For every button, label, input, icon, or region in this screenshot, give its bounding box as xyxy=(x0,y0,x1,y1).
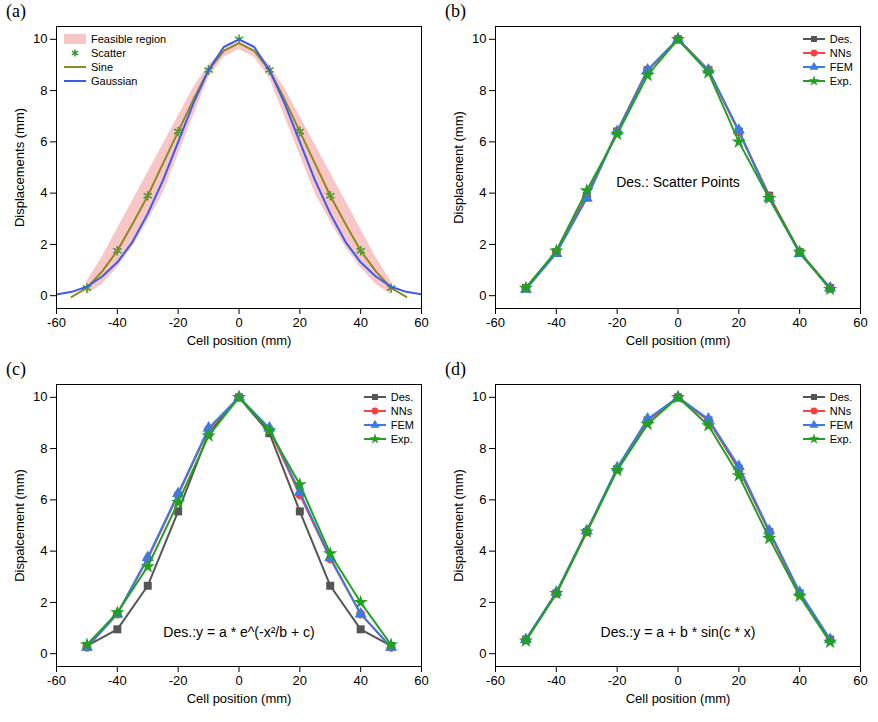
html-text:(a): (a) xyxy=(6,1,26,21)
svg-text:40: 40 xyxy=(792,673,806,688)
svg-text:2: 2 xyxy=(40,595,47,610)
svg-text:-60: -60 xyxy=(47,315,66,330)
svg-text:Cell position (mm): Cell position (mm) xyxy=(187,691,292,706)
svg-text:Displacement (mm): Displacement (mm) xyxy=(451,111,466,224)
svg-text:0: 0 xyxy=(479,288,486,303)
html-text:(d): (d) xyxy=(445,359,466,379)
svg-text:20: 20 xyxy=(732,673,746,688)
svg-text:8: 8 xyxy=(40,441,47,456)
svg-text:8: 8 xyxy=(479,441,486,456)
html-text:Exp.: Exp. xyxy=(829,433,852,445)
svg-text:-40: -40 xyxy=(547,673,566,688)
svg-text:Cell position (mm): Cell position (mm) xyxy=(626,691,731,706)
svg-text:4: 4 xyxy=(479,185,486,200)
svg-text:-40: -40 xyxy=(108,315,127,330)
svg-text:6: 6 xyxy=(40,134,47,149)
svg-text:4: 4 xyxy=(479,543,486,558)
svg-text:-40: -40 xyxy=(108,673,127,688)
svg-text:10: 10 xyxy=(33,389,47,404)
svg-text:Cell position (mm): Cell position (mm) xyxy=(626,333,731,348)
svg-text:-60: -60 xyxy=(47,673,66,688)
svg-text:4: 4 xyxy=(40,543,47,558)
svg-text:-60: -60 xyxy=(486,315,505,330)
html-text:NNs: NNs xyxy=(829,47,852,59)
svg-text:0: 0 xyxy=(235,673,242,688)
svg-text:0: 0 xyxy=(235,315,242,330)
html-text:NNs: NNs xyxy=(829,405,852,417)
html-text:Des.: Des. xyxy=(829,33,853,45)
svg-text:2: 2 xyxy=(479,237,486,252)
svg-text:Dispalcement (mm): Dispalcement (mm) xyxy=(12,469,27,582)
svg-text:6: 6 xyxy=(479,492,486,507)
html-text:Sine: Sine xyxy=(91,61,113,73)
svg-text:20: 20 xyxy=(732,315,746,330)
svg-text:4: 4 xyxy=(40,185,47,200)
svg-text:20: 20 xyxy=(293,673,307,688)
html-text:FEM: FEM xyxy=(390,419,414,431)
svg-text:10: 10 xyxy=(33,31,47,46)
svg-text:60: 60 xyxy=(414,315,428,330)
html-text:(c): (c) xyxy=(6,359,26,379)
svg-text:6: 6 xyxy=(479,134,486,149)
html-text:FEM: FEM xyxy=(829,419,853,431)
svg-text:60: 60 xyxy=(414,673,428,688)
svg-text:2: 2 xyxy=(479,595,486,610)
svg-text:Cell position (mm): Cell position (mm) xyxy=(187,333,292,348)
html-text:FEM: FEM xyxy=(829,61,853,73)
svg-text:0: 0 xyxy=(40,646,47,661)
svg-text:-20: -20 xyxy=(169,673,188,688)
svg-text:6: 6 xyxy=(40,492,47,507)
svg-text:Des.:y = a + b * sin(c * x): Des.:y = a + b * sin(c * x) xyxy=(601,624,756,640)
svg-text:Displacements (mm): Displacements (mm) xyxy=(12,108,27,227)
svg-text:-20: -20 xyxy=(608,315,627,330)
svg-text:60: 60 xyxy=(853,673,867,688)
svg-text:0: 0 xyxy=(40,288,47,303)
svg-text:0: 0 xyxy=(674,673,681,688)
svg-text:8: 8 xyxy=(40,83,47,98)
html-text:Scatter: Scatter xyxy=(91,47,126,59)
svg-text:-60: -60 xyxy=(486,673,505,688)
svg-text:Dispalcement (mm): Dispalcement (mm) xyxy=(451,469,466,582)
html-text:Feasible region: Feasible region xyxy=(91,33,167,45)
html-text:Des.: Des. xyxy=(829,391,853,403)
svg-text:40: 40 xyxy=(353,315,367,330)
svg-text:0: 0 xyxy=(479,646,486,661)
svg-text:60: 60 xyxy=(853,315,867,330)
svg-text:-20: -20 xyxy=(169,315,188,330)
svg-text:0: 0 xyxy=(674,315,681,330)
svg-text:-40: -40 xyxy=(547,315,566,330)
html-text:Exp.: Exp. xyxy=(829,75,852,87)
svg-text:10: 10 xyxy=(472,31,486,46)
svg-text:8: 8 xyxy=(479,83,486,98)
svg-text:2: 2 xyxy=(40,237,47,252)
svg-text:40: 40 xyxy=(353,673,367,688)
html-text:(b): (b) xyxy=(445,1,466,21)
html-text:Des.: Des. xyxy=(390,391,414,403)
svg-text:-20: -20 xyxy=(608,673,627,688)
svg-text:20: 20 xyxy=(293,315,307,330)
html-text:NNs: NNs xyxy=(390,405,413,417)
html-text:Gaussian: Gaussian xyxy=(91,75,138,87)
svg-text:40: 40 xyxy=(792,315,806,330)
svg-text:Des.: Scatter Points: Des.: Scatter Points xyxy=(616,174,740,190)
svg-text:Des.:y = a * e^(-x²/b + c): Des.:y = a * e^(-x²/b + c) xyxy=(163,624,314,640)
svg-text:10: 10 xyxy=(472,389,486,404)
html-text:Exp.: Exp. xyxy=(390,433,413,445)
